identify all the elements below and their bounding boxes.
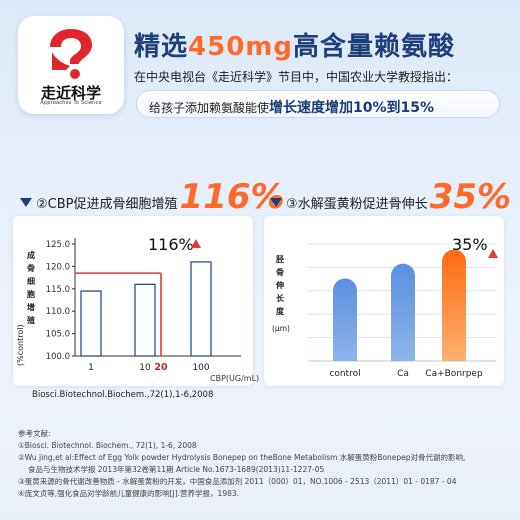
chart-citation: Biosci.Biotechnol.Biochem.,72(1),1-6,200… bbox=[32, 390, 214, 400]
chart-left: 100.0 105.0 110.0 115.0 120.0 125.0 成骨细胞增殖(%co… bbox=[16, 235, 241, 373]
highlight-x-label: 20 bbox=[154, 362, 168, 373]
claim-text: 给孩子添加赖氨酸能使增长速度增加10%到15% bbox=[149, 97, 434, 117]
headline-post: 高含量赖氨酸 bbox=[293, 32, 456, 62]
bar bbox=[391, 263, 415, 361]
section-left-big-number: 116% bbox=[179, 177, 285, 217]
references: 参考文献: ①Biosci. Biotechnol. Biochem., 72(… bbox=[18, 428, 508, 500]
bar bbox=[190, 261, 212, 357]
bar bbox=[333, 278, 357, 361]
reference-line: 食品与生物技术学报 2013年第32卷第11期 Article No.1673-… bbox=[28, 465, 325, 474]
y-tick-label: 125.0 bbox=[46, 240, 70, 250]
x-tick-label: control bbox=[329, 369, 360, 379]
y-axis-label-char: 胫 bbox=[275, 254, 284, 264]
chart-card-right: 胫骨伸长度 (μm) control Ca Ca+Bonrpep 35% bbox=[264, 216, 504, 386]
logo: 走近科学 Approaches To Science bbox=[18, 16, 124, 114]
y-axis-label-char: 伸 bbox=[275, 280, 284, 290]
y-axis-label-unit: (μm) bbox=[272, 324, 290, 333]
section-title-right: ③水解蛋黄粉促进骨伸长 35% bbox=[270, 180, 511, 214]
x-tick-label: 10 bbox=[139, 363, 151, 373]
claim-pill: 给孩子添加赖氨酸能使增长速度增加10%到15% bbox=[136, 90, 500, 118]
y-tick-label: 100.0 bbox=[46, 352, 70, 362]
y-axis-label-char: 骨 bbox=[276, 267, 284, 277]
x-axis-unit-left: CBP(UG/mL) bbox=[210, 374, 260, 383]
bar bbox=[442, 249, 466, 361]
x-tick-label: Ca+Bonrpep bbox=[425, 369, 483, 379]
y-axis-label-char: 细 bbox=[27, 276, 35, 286]
claim-pre: 给孩子添加赖氨酸能使 bbox=[149, 101, 270, 115]
y-axis-label-char: 骨 bbox=[27, 263, 35, 273]
y-tick-label: 110.0 bbox=[46, 307, 70, 317]
x-tick-label: Ca bbox=[397, 369, 409, 379]
y-axis-label-char: 殖 bbox=[26, 315, 35, 325]
references-title: 参考文献: bbox=[18, 429, 51, 438]
reference-line: ②Wu jing,et al:Effect of Egg Yolk powder… bbox=[18, 453, 466, 462]
up-arrow-icon bbox=[191, 239, 201, 248]
section-title-right-text: ③水解蛋黄粉促进骨伸长 bbox=[286, 197, 428, 212]
triangle-icon bbox=[270, 198, 282, 207]
headline: 精选450mg高含量赖氨酸 bbox=[134, 26, 455, 63]
chart-annotation: 116% bbox=[148, 235, 194, 254]
section-title-left: ②CBP促进成骨细胞增殖 116% bbox=[20, 180, 285, 214]
headline-pre: 精选 bbox=[134, 32, 189, 62]
section-right-big-number: 35% bbox=[429, 177, 512, 217]
logo-text: 走近科学 bbox=[40, 84, 101, 102]
y-axis-label-char: 度 bbox=[276, 306, 285, 316]
reference-line: ①Biosci. Biotechnol. Biochem., 72(1), 1-… bbox=[18, 441, 197, 450]
reference-line: ④庞文贞等,强化食品对学龄前儿童健康的影响[J].营养学报，1983. bbox=[18, 489, 240, 498]
section-title-left-text: ②CBP促进成骨细胞增殖 bbox=[36, 197, 178, 212]
y-axis-label-char: 长 bbox=[276, 293, 285, 303]
x-tick-label: 1 bbox=[88, 363, 94, 373]
y-axis-label-char: 成 bbox=[27, 250, 35, 260]
y-axis-label-char: 增 bbox=[27, 302, 35, 312]
y-tick-label: 115.0 bbox=[46, 285, 70, 295]
logo-subtitle: Approaches To Science bbox=[40, 100, 102, 106]
bar bbox=[80, 290, 102, 357]
y-axis-label-unit: (%control) bbox=[16, 324, 25, 366]
y-tick-label: 105.0 bbox=[46, 330, 70, 340]
headline-highlight: 450mg bbox=[188, 32, 293, 62]
y-axis-label-char: 胞 bbox=[26, 289, 35, 299]
up-arrow-icon bbox=[488, 249, 498, 258]
bar bbox=[134, 283, 156, 357]
chart-annotation: 35% bbox=[452, 235, 488, 254]
reference-line: ③蛋黄来源的骨代谢改善物质 - 水解蛋黄粉的开发，中国食品添加剂 2011（00… bbox=[18, 477, 457, 486]
chart-card-left: 100.0 105.0 110.0 115.0 120.0 125.0 成骨细胞增殖 (%co… bbox=[13, 216, 253, 386]
x-tick-label: 100 bbox=[192, 363, 209, 373]
claim-emphasis: 增长速度增加10%到15% bbox=[269, 100, 435, 116]
subline: 在中央电视台《走近科学》节目中，中国农业大学教授指出： bbox=[134, 70, 459, 84]
triangle-icon bbox=[20, 198, 32, 207]
y-tick-label: 120.0 bbox=[46, 262, 70, 272]
logo-mark-icon bbox=[50, 29, 92, 79]
